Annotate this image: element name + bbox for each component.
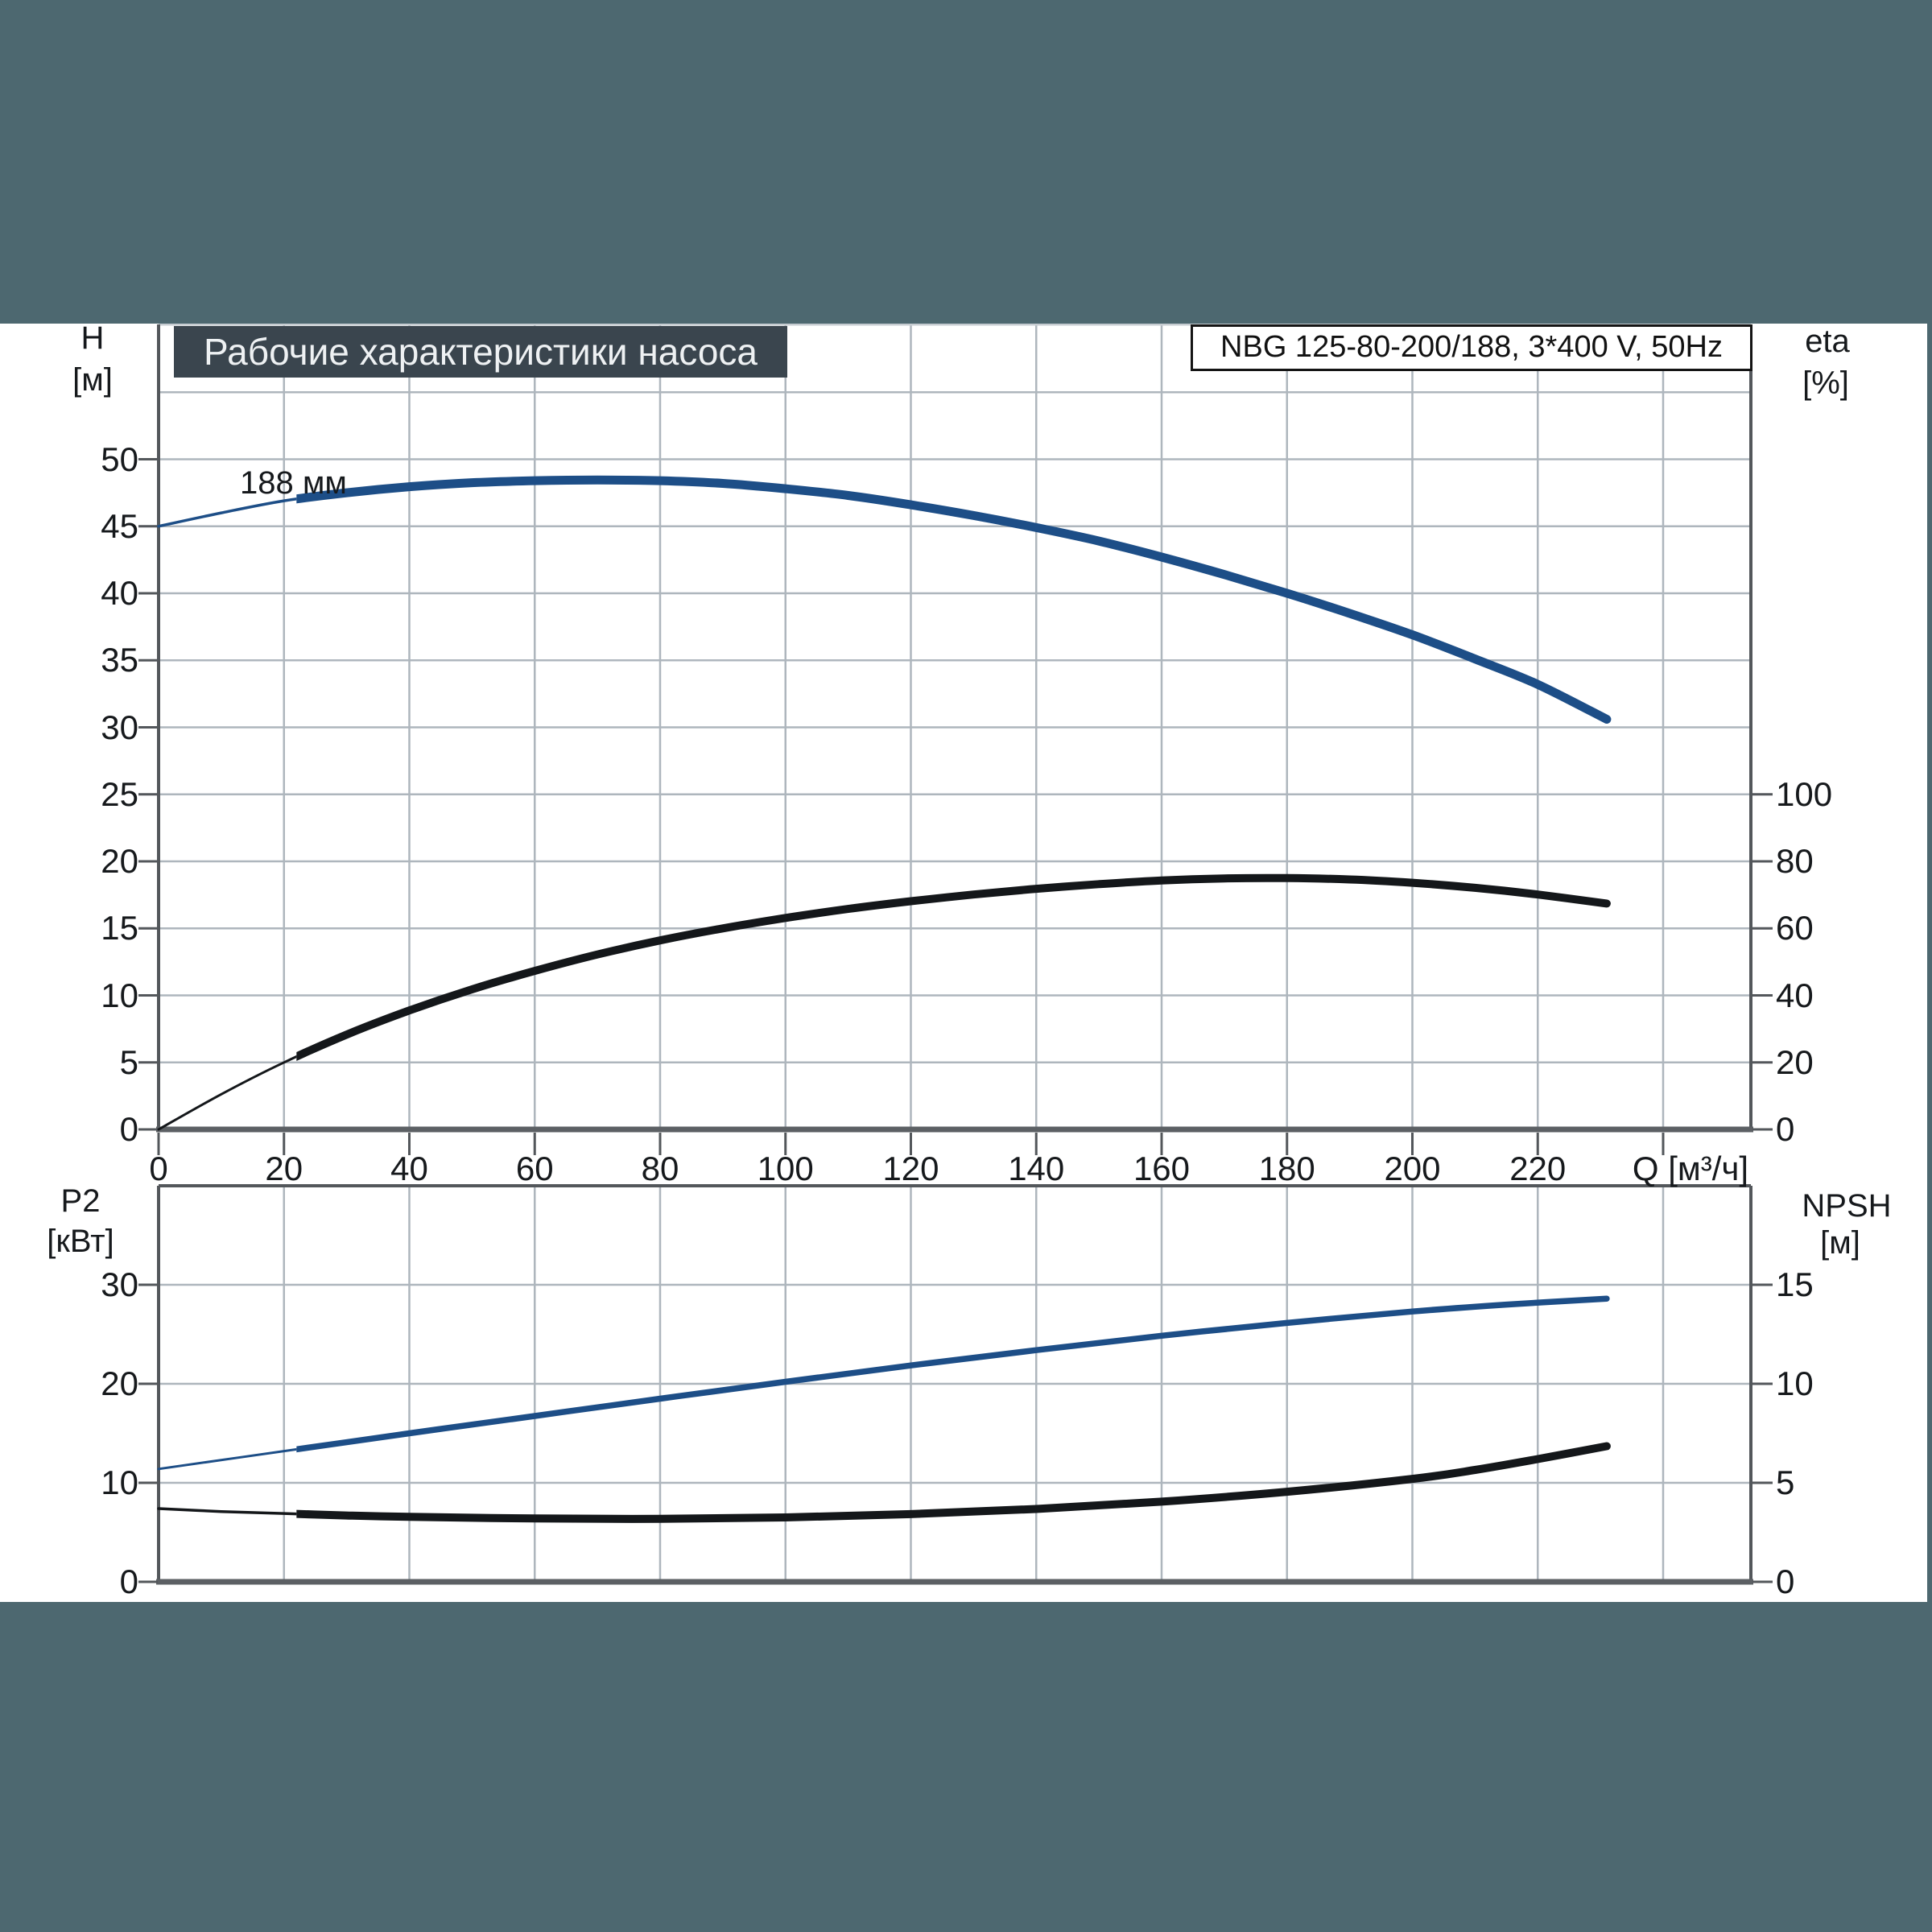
efficiency_curve [157, 1055, 297, 1131]
q-tick-label: 220 [1509, 1150, 1567, 1187]
eta-tick-label: 40 [1776, 976, 1814, 1014]
h-axis-title: H [80, 320, 105, 356]
h-tick-label: 25 [101, 774, 138, 813]
power_curve_P2 [296, 1295, 1610, 1453]
p2-tick-label: 20 [101, 1364, 138, 1402]
h-tick-label: 35 [101, 641, 138, 679]
npsh-tick-label: 5 [1776, 1463, 1795, 1501]
q-tick-label: 180 [1258, 1150, 1315, 1187]
p2-tick-label: 30 [101, 1265, 138, 1303]
bottom-frame-band [0, 1602, 1932, 1932]
npsh-axis-unit: [м] [1820, 1225, 1860, 1261]
q-tick-label: 40 [390, 1150, 428, 1187]
h-tick-label: 20 [101, 842, 138, 880]
h-tick-label: 5 [119, 1042, 138, 1081]
q-tick-label: 60 [515, 1150, 554, 1187]
h-tick-label: 30 [101, 708, 138, 746]
npsh_curve [296, 1442, 1611, 1523]
q-axis-label: Q [м³/ч] [1632, 1150, 1748, 1187]
head_curve [296, 475, 1612, 724]
eta-tick-label: 80 [1776, 842, 1814, 880]
q-tick-label: 140 [1008, 1150, 1065, 1187]
q-tick-label: 20 [265, 1150, 303, 1187]
eta-axis-title: eta [1805, 324, 1850, 359]
h-axis-unit: [м] [72, 362, 113, 398]
npsh-tick-label: 0 [1776, 1563, 1795, 1600]
chart-title: Рабочие характеристики насоса [174, 326, 787, 378]
h-tick-label: 40 [101, 574, 138, 612]
eta-tick-label: 60 [1776, 909, 1814, 947]
q-tick-label: 80 [641, 1150, 679, 1187]
eta-tick-label: 0 [1776, 1110, 1795, 1148]
p2-tick-label: 10 [101, 1463, 138, 1501]
p2-axis-unit: [кВт] [47, 1224, 114, 1259]
npsh-axis-title: NPSH [1802, 1188, 1892, 1224]
impeller-diameter-label: 188 мм [240, 465, 347, 501]
h-tick-label: 50 [101, 440, 138, 478]
head_curve [157, 497, 297, 528]
h-tick-label: 10 [101, 976, 138, 1014]
right-frame-strip [1927, 324, 1932, 1602]
q-tick-label: 100 [757, 1150, 814, 1187]
h-tick-label: 15 [101, 909, 138, 947]
q-tick-label: 200 [1384, 1150, 1441, 1187]
eta-tick-label: 20 [1776, 1042, 1814, 1081]
p2-tick-label: 0 [119, 1563, 138, 1600]
npsh-tick-label: 15 [1776, 1265, 1814, 1303]
pump-model-label: NBG 125-80-200/188, 3*400 V, 50Hz [1191, 324, 1752, 371]
q-tick-label: 160 [1133, 1150, 1191, 1187]
h-tick-label: 0 [119, 1110, 138, 1148]
eta-axis-unit: [%] [1802, 365, 1849, 401]
npsh-tick-label: 10 [1776, 1364, 1814, 1402]
q-tick-label: 120 [882, 1150, 939, 1187]
h-tick-label: 45 [101, 506, 138, 545]
efficiency_curve [296, 873, 1611, 1062]
p2-axis-title: P2 [60, 1183, 101, 1219]
eta-tick-label: 100 [1776, 774, 1833, 813]
q-tick-label: 0 [149, 1150, 168, 1187]
top-frame-band [0, 0, 1932, 324]
